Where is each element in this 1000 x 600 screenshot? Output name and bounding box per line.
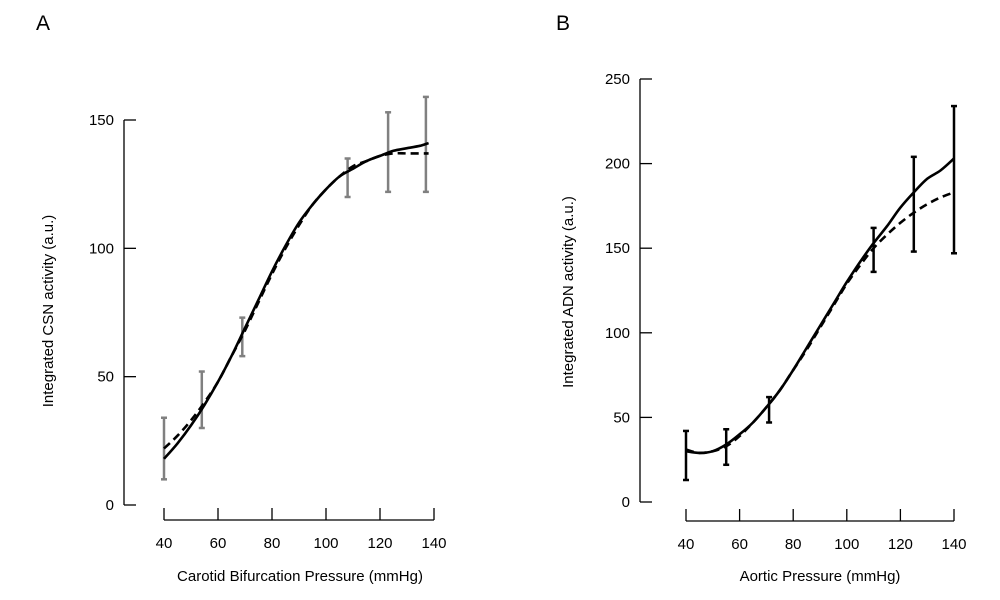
panel-b-x-tick-label: 40 (678, 536, 695, 553)
panel-a-x-axis-label: Carotid Bifurcation Pressure (mmHg) (177, 568, 423, 585)
panel-b-y-tick-label: 250 (605, 71, 630, 88)
panel-b-x-tick-label: 120 (888, 536, 913, 553)
panel-a-y-tick-label: 50 (97, 369, 114, 386)
panel-b: B 0 50 100 150 200 250 40 60 80 100 120 140 Aortic … (556, 12, 967, 585)
panel-b-y-tick-label: 150 (605, 240, 630, 257)
panel-a-x-tick-label: 140 (421, 535, 446, 552)
panel-a-y-tick-label: 100 (89, 240, 114, 257)
panel-b-y-tick-label: 0 (622, 494, 630, 511)
panel-b-x-tick-label: 140 (941, 536, 966, 553)
panel-b-error-bar (683, 429, 689, 482)
panel-b-error-bar (766, 395, 773, 424)
panel-b-x-tick-label: 100 (834, 536, 859, 553)
panel-b-error-bar (910, 155, 917, 253)
panel-a-y-tick-label: 0 (106, 497, 114, 514)
panel-a-error-bar (161, 416, 167, 481)
panel-b-y-tick-label: 200 (605, 156, 630, 173)
panel-a-error-bar (344, 157, 351, 199)
panel-a-dashed-curve (163, 151, 429, 450)
panel-letter-b: B (556, 12, 570, 35)
panel-a-error-bar (198, 370, 205, 430)
panel-b-x-tick-label: 60 (731, 536, 748, 553)
panel-b-y-tick-label: 50 (613, 409, 630, 426)
panel-b-y-axis-label: Integrated ADN activity (a.u.) (560, 196, 577, 388)
panel-a-x-tick-label: 120 (367, 535, 392, 552)
panel-a-x-tick-label: 100 (313, 535, 338, 552)
panel-b-dashed-curve (685, 191, 955, 455)
panel-b-x-tick-label: 80 (785, 536, 802, 553)
panel-a-x-tick-label: 40 (156, 535, 173, 552)
panel-a-y-axis-label: Integrated CSN activity (a.u.) (40, 215, 57, 408)
panel-a-x-tick-label: 80 (264, 535, 281, 552)
panel-b-y-tick-label: 100 (605, 325, 630, 342)
panel-a-x-tick-label: 60 (210, 535, 227, 552)
panel-a-y-tick-label: 150 (89, 112, 114, 129)
panel-b-error-bar (951, 104, 957, 255)
panel-a: A 0 50 100 150 40 60 80 100 120 140 Carotid Bifur… (36, 12, 447, 585)
panel-b-x-axis-label: Aortic Pressure (mmHg) (740, 568, 901, 585)
panel-b-plot: 0 50 100 150 200 250 40 60 80 100 120 140 (605, 71, 967, 553)
panel-a-plot: 0 50 100 150 40 60 80 100 120 140 (89, 95, 447, 552)
panel-letter-a: A (36, 12, 50, 35)
